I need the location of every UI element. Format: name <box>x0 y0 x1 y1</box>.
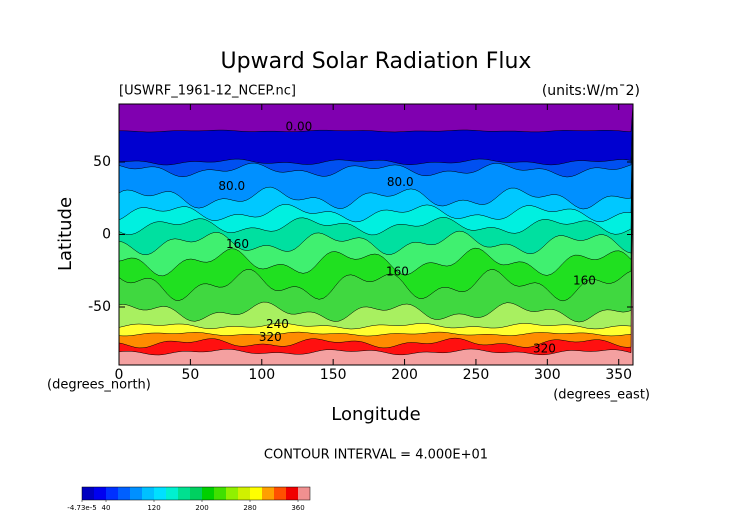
contour-label: 80.0 <box>218 179 245 193</box>
colorbar-frame <box>81 486 311 501</box>
contour-label: 320 <box>259 330 282 344</box>
colorbar-swatch <box>202 487 214 500</box>
colorbar-swatch <box>178 487 190 500</box>
colorbar-tick-label: -4.73e-5 <box>67 504 96 512</box>
contour-label: 160 <box>573 273 596 287</box>
units-label: (units:W/m¯2) <box>542 83 640 99</box>
contour-interval-note: CONTOUR INTERVAL = 4.000E+01 <box>264 448 488 463</box>
x-tick-label: 200 <box>391 367 418 383</box>
colorbar-swatch <box>82 487 94 500</box>
colorbar-tick-label: 200 <box>195 504 208 512</box>
colorbar-swatch <box>130 487 142 500</box>
x-tick-label: 100 <box>248 367 275 383</box>
colorbar-tick-label: 280 <box>243 504 256 512</box>
colorbar-swatch <box>154 487 166 500</box>
file-label: [USWRF_1961-12_NCEP.nc] <box>119 84 296 99</box>
colorbar-tick-label: 120 <box>147 504 160 512</box>
y-tick-label: -50 <box>88 299 111 315</box>
x-tick-label: 350 <box>605 367 632 383</box>
colorbar-swatch <box>166 487 178 500</box>
colorbar-swatch <box>250 487 262 500</box>
colorbar-swatch <box>190 487 202 500</box>
y-unit-label: (degrees_north) <box>47 378 151 393</box>
colorbar-swatch <box>214 487 226 500</box>
field-band <box>118 103 634 133</box>
x-tick-label: 250 <box>463 367 490 383</box>
contour-label: 240 <box>266 317 289 331</box>
contour-field <box>118 103 634 365</box>
y-tick-label: 50 <box>93 154 111 170</box>
colorbar-swatch <box>274 487 286 500</box>
colorbar-swatch <box>286 487 298 500</box>
contour-label: 0.00 <box>286 120 313 134</box>
colorbar-swatch <box>298 487 310 500</box>
colorbar-swatch <box>262 487 274 500</box>
contour-label: 160 <box>226 237 249 251</box>
x-tick-label: 150 <box>320 367 347 383</box>
colorbar-swatch <box>94 487 106 500</box>
x-tick-label: 0 <box>115 367 124 383</box>
colorbar-swatch <box>238 487 250 500</box>
x-tick-label: 300 <box>534 367 561 383</box>
contour-label: 80.0 <box>387 175 414 189</box>
y-tick-label: 0 <box>102 227 111 243</box>
chart-title: Upward Solar Radiation Flux <box>221 49 532 74</box>
colorbar-tick-label: 360 <box>291 504 304 512</box>
colorbar-swatch <box>142 487 154 500</box>
colorbar-swatch <box>118 487 130 500</box>
x-tick-label: 50 <box>181 367 199 383</box>
colorbar-swatch <box>106 487 118 500</box>
colorbar-tick-label: 40 <box>102 504 111 512</box>
x-axis-label: Longitude <box>331 404 421 425</box>
contour-label: 160 <box>386 265 409 279</box>
colorbar-swatch <box>226 487 238 500</box>
contour-label: 320 <box>533 342 556 356</box>
y-axis-label: Latitude <box>55 197 76 271</box>
x-unit-label: (degrees_east) <box>553 388 650 403</box>
